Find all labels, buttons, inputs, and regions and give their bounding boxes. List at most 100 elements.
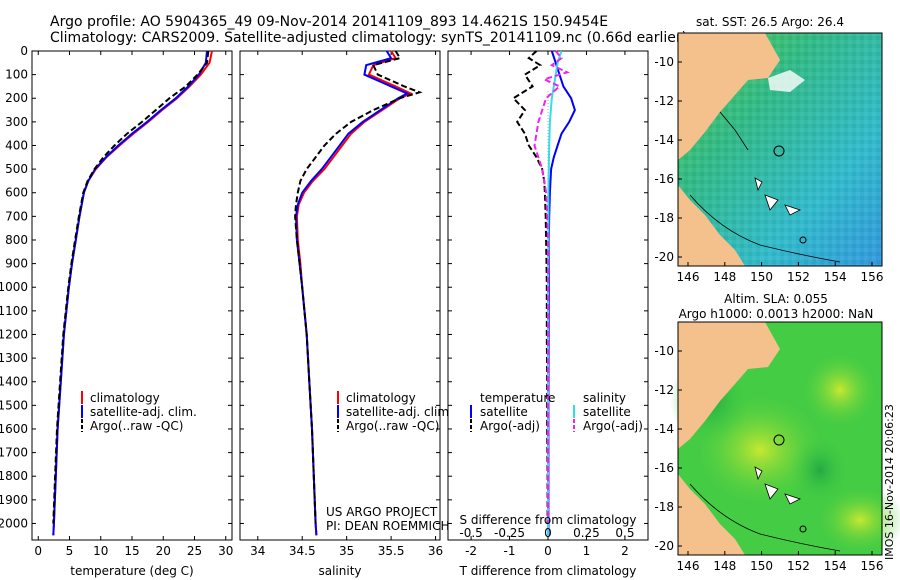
x-tick-label: 1 (583, 544, 591, 558)
x-tick-label: 15 (124, 544, 139, 558)
credit-pi: PI: DEAN ROEMMICH (326, 519, 449, 533)
x-tick-label: 34.5 (289, 544, 316, 558)
header-line1: Argo profile: AO 5904365_49 09-Nov-2014 … (50, 14, 608, 30)
depth-tick-label: 1600 (0, 422, 28, 436)
legend-satellite-label: satellite-adj. clim. (346, 405, 453, 419)
depth-tick-label: 0 (20, 44, 28, 58)
sst-map-ticks: 146 148 150 152 154 156 -10 -12 -14 -16 -18 -20 (654, 55, 883, 284)
difference-s-tick-labels: -0.5 -0.25 0 0.25 0.5 (459, 526, 634, 540)
legend-satellite-label: satellite-adj. clim. (90, 405, 197, 419)
map-x-tick-label: 156 (861, 270, 884, 284)
x-tick-label: 35.5 (378, 544, 405, 558)
sst-island (799, 236, 807, 244)
map-y-tick-label: -18 (654, 500, 674, 514)
sst-land-png (678, 33, 780, 160)
x-tick-label: 2 (621, 544, 629, 558)
map-x-tick-label: 146 (677, 270, 700, 284)
map-y-tick-label: -20 (654, 250, 674, 264)
s-diff-tick-label: -0.25 (494, 526, 525, 540)
map-y-tick-label: -12 (654, 94, 674, 108)
map-x-tick-label: 156 (861, 559, 884, 573)
map-y-tick-label: -10 (654, 344, 674, 358)
temperature-panel: 0100200300400500600700800900100011001200… (0, 44, 233, 578)
map-y-tick-label: -14 (654, 422, 674, 436)
depth-tick-label: 400 (5, 138, 28, 152)
depth-tick-label: 1500 (0, 398, 28, 412)
x-tick-label: 10 (93, 544, 108, 558)
sla-high-region (815, 485, 900, 555)
sla-map: Altim. SLA: 0.055 Argo h1000: 0.0013 h20… (654, 292, 900, 573)
series-satellite-adj-clim (294, 50, 410, 536)
legend-argo-label: Argo(..raw -QC) (90, 419, 183, 433)
depth-tick-label: 1700 (0, 446, 28, 460)
difference-top-label: S difference from climatology (460, 513, 637, 527)
x-tick-label: 20 (156, 544, 171, 558)
sla-island (799, 525, 807, 533)
salinity-panel: 34 34.5 35 35.5 36 salinity climatology sate… (239, 50, 453, 578)
map-y-tick-label: -16 (654, 172, 674, 186)
legend-argo-label: Argo(..raw -QC) (346, 419, 439, 433)
map-y-tick-label: -18 (654, 211, 674, 225)
x-tick-label: -2 (465, 544, 477, 558)
sst-map-frame (677, 32, 883, 267)
legend-climatology-label: climatology (90, 391, 160, 405)
depth-tick-label: 600 (5, 186, 28, 200)
map-x-tick-label: 148 (713, 270, 736, 284)
depth-tick-label: 1900 (0, 493, 28, 507)
sst-reefs (754, 177, 802, 216)
series-argo-raw-qc (52, 50, 210, 524)
legend-temperature-title: temperature (480, 391, 555, 405)
depth-tick-label: 1100 (0, 304, 28, 318)
temperature-curves (52, 50, 213, 536)
sla-map-ticks: 146 148 150 152 154 156 -10 -12 -14 -16 -18 -20 (654, 344, 883, 573)
x-tick-label: 0 (34, 544, 42, 558)
difference-xlabel: T difference from climatology (459, 564, 637, 578)
credit-vertical: IMOS 16-Nov-2014 20:06:23 (883, 404, 896, 560)
difference-legend: temperature salinity satellite Argo(-adj… (470, 391, 643, 433)
series-t-argo-adj (511, 50, 549, 524)
sst-argo-position (773, 145, 785, 157)
legend-salinity-title: salinity (583, 391, 626, 405)
depth-tick-label: 700 (5, 209, 28, 223)
sst-land-aus (678, 185, 745, 266)
temperature-xlabel: temperature (deg C) (70, 564, 193, 578)
depth-tick-label: 800 (5, 233, 28, 247)
legend-s-satellite-label: satellite (583, 405, 631, 419)
x-tick-label: 25 (187, 544, 202, 558)
x-tick-label: 34 (250, 544, 265, 558)
sla-reefs (754, 466, 802, 505)
legend-s-argo-label: Argo(-adj) (583, 419, 643, 433)
sla-map-title1: Altim. SLA: 0.055 (724, 292, 828, 306)
map-y-tick-label: -20 (654, 539, 674, 553)
s-diff-tick-label: 0 (544, 526, 552, 540)
sla-low-region (790, 435, 850, 505)
sst-map: sat. SST: 26.5 Argo: 26.4 146 148 150 152 15… (654, 15, 883, 284)
sla-map-title2: Argo h1000: 0.0013 h2000: NaN (679, 307, 874, 321)
depth-tick-label: 1200 (0, 327, 28, 341)
series-s-argo-adj (533, 50, 571, 524)
depth-tick-label: 900 (5, 257, 28, 271)
salinity-xlabel: salinity (318, 564, 361, 578)
sst-cloud (768, 70, 805, 92)
legend-t-satellite-label: satellite (480, 405, 528, 419)
map-y-tick-label: -10 (654, 55, 674, 69)
x-tick-label: 30 (218, 544, 233, 558)
depth-tick-label: 500 (5, 162, 28, 176)
depth-tick-label: 1400 (0, 375, 28, 389)
depth-tick-label: 1300 (0, 351, 28, 365)
credit-project: US ARGO PROJECT (326, 505, 438, 519)
temperature-legend: climatology satellite-adj. clim. Argo(..… (81, 391, 197, 433)
legend-climatology-label: climatology (346, 391, 416, 405)
salinity-legend: climatology satellite-adj. clim. Argo(..… (337, 391, 453, 433)
depth-tick-label: 2000 (0, 516, 28, 530)
legend-t-argo-label: Argo(-adj) (480, 419, 540, 433)
sst-map-title: sat. SST: 26.5 Argo: 26.4 (696, 15, 844, 29)
x-tick-label: -1 (504, 544, 516, 558)
depth-tick-label: 100 (5, 68, 28, 82)
sla-argo-position (773, 434, 785, 446)
depth-tick-label: 1800 (0, 469, 28, 483)
map-y-tick-label: -12 (654, 383, 674, 397)
sst-coastline (719, 111, 749, 151)
s-diff-tick-label: -0.5 (459, 526, 482, 540)
